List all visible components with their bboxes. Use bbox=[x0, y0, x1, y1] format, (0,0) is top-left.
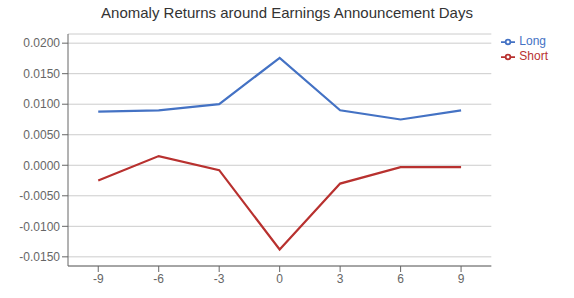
html-text:Long: Long bbox=[519, 34, 546, 48]
html-text:Anomaly Returns around Earning: Anomaly Returns around Earnings Announce… bbox=[101, 4, 473, 21]
svg-text:-0.0100: -0.0100 bbox=[19, 220, 60, 234]
svg-text:-0.0150: -0.0150 bbox=[19, 250, 60, 264]
svg-text:-3: -3 bbox=[214, 272, 225, 286]
html-text:Short: Short bbox=[519, 48, 548, 63]
svg-text:0.0150: 0.0150 bbox=[23, 67, 60, 81]
svg-text:0: 0 bbox=[276, 272, 283, 286]
svg-text:-0.0050: -0.0050 bbox=[19, 189, 60, 203]
svg-text:0.0050: 0.0050 bbox=[23, 128, 60, 142]
svg-text:0.0100: 0.0100 bbox=[23, 97, 60, 111]
svg-text:-6: -6 bbox=[153, 272, 164, 286]
svg-text:0.0200: 0.0200 bbox=[23, 36, 60, 50]
svg-text:6: 6 bbox=[397, 272, 404, 286]
svg-text:3: 3 bbox=[337, 272, 344, 286]
svg-text:9: 9 bbox=[458, 272, 465, 286]
svg-text:-9: -9 bbox=[93, 272, 104, 286]
svg-text:0.0000: 0.0000 bbox=[23, 159, 60, 173]
